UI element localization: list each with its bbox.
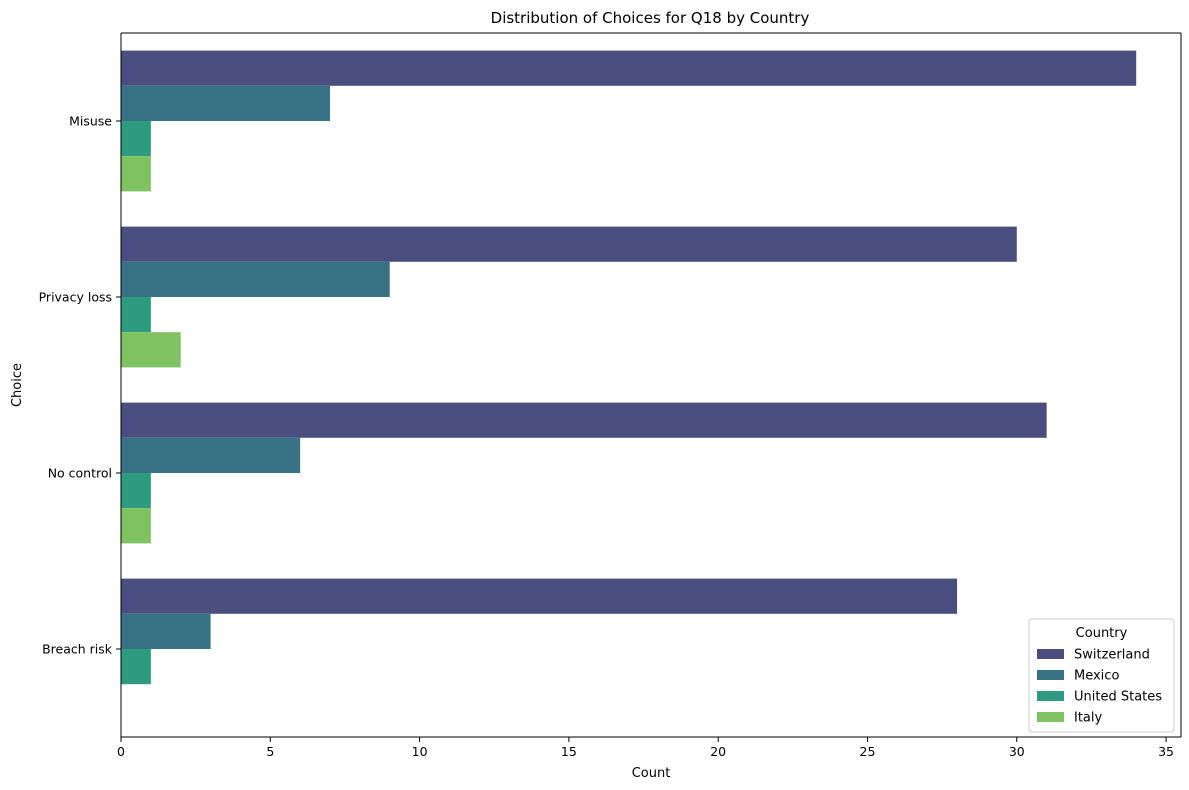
y-axis-label: Choice (10, 363, 25, 407)
legend-label-switzerland: Switzerland (1074, 648, 1150, 663)
bar-breach-risk-switzerland (121, 578, 958, 614)
x-tick-label: 25 (860, 744, 876, 759)
x-tick-label: 10 (412, 744, 428, 759)
x-tick-label: 35 (1158, 744, 1174, 759)
plot-area (120, 32, 1182, 738)
x-tick-label: 15 (561, 744, 577, 759)
bar-no-control-mexico (121, 437, 301, 473)
bar-breach-risk-united-states (121, 649, 151, 685)
y-axis: Misuse Privacy loss No control Breach risk (39, 114, 121, 657)
bar-privacy-loss-mexico (121, 261, 390, 297)
legend-swatch-switzerland (1037, 649, 1064, 659)
y-tick-label-no-control: No control (48, 466, 112, 481)
x-tick-label: 5 (266, 744, 274, 759)
bar-no-control-united-states (121, 473, 151, 509)
bar-misuse-mexico (121, 85, 331, 121)
legend-label-italy: Italy (1074, 711, 1103, 726)
y-tick-label-privacy-loss: Privacy loss (39, 290, 112, 305)
legend-label-united-states: United States (1074, 690, 1162, 705)
x-tick-label: 20 (710, 744, 726, 759)
legend-label-mexico: Mexico (1074, 669, 1119, 684)
legend-swatch-italy (1037, 712, 1064, 722)
y-tick-label-breach-risk: Breach risk (42, 642, 113, 657)
bar-misuse-switzerland (121, 50, 1137, 86)
x-axis: 0 5 10 15 20 25 30 35 (117, 737, 1174, 759)
bar-misuse-italy (121, 156, 151, 192)
bar-no-control-italy (121, 508, 151, 544)
bar-breach-risk-mexico (121, 613, 211, 649)
bar-misuse-united-states (121, 121, 151, 157)
x-axis-label: Count (632, 766, 671, 781)
y-tick-label-misuse: Misuse (69, 114, 112, 129)
chart-title: Distribution of Choices for Q18 by Count… (491, 9, 810, 27)
bar-no-control-switzerland (121, 402, 1047, 438)
legend-swatch-mexico (1037, 670, 1064, 680)
bar-privacy-loss-united-states (121, 297, 151, 333)
legend-title: Country (1076, 626, 1128, 641)
x-tick-label: 0 (117, 744, 125, 759)
legend-swatch-united-states (1037, 691, 1064, 701)
legend-frame (1028, 618, 1175, 733)
x-tick-label: 30 (1009, 744, 1025, 759)
legend: Country Switzerland Mexico United States Ita… (1028, 618, 1175, 733)
bar-privacy-loss-italy (121, 332, 181, 368)
bar-privacy-loss-switzerland (121, 226, 1017, 262)
